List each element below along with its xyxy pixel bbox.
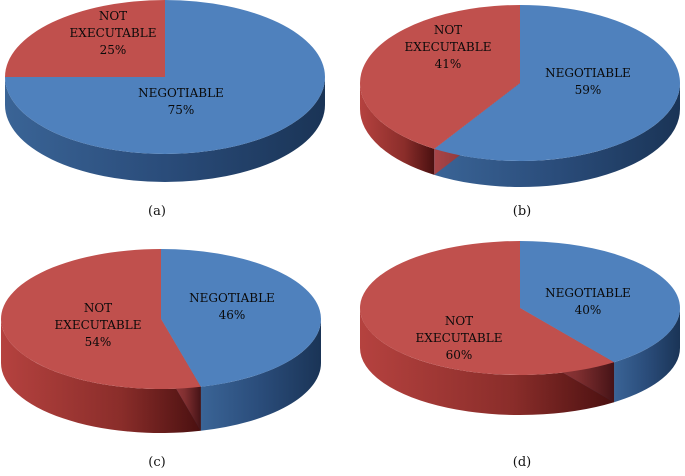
pie-side-negotiable bbox=[5, 77, 325, 182]
pie-side-not-executable bbox=[1, 319, 201, 433]
slice-label-line: NEGOTIABLE bbox=[189, 291, 275, 305]
slice-label-line: EXECUTABLE bbox=[55, 318, 142, 332]
pie-side-negotiable bbox=[434, 83, 680, 187]
slice-label-not-executable: NOT EXECUTABLE 54% bbox=[55, 301, 142, 349]
pie-side-negotiable bbox=[200, 319, 321, 431]
pie-chart-d: NEGOTIABLE 40% NOT EXECUTABLE 60% (d) bbox=[360, 241, 681, 470]
slice-label-negotiable: NEGOTIABLE 59% bbox=[545, 66, 631, 97]
slice-label-negotiable: NEGOTIABLE 75% bbox=[138, 86, 224, 117]
pie-side-negotiable bbox=[614, 308, 680, 403]
slice-label-line: EXECUTABLE bbox=[70, 26, 157, 40]
slice-label-line: 60% bbox=[446, 348, 473, 362]
slice-label-not-executable: NOT EXECUTABLE 41% bbox=[405, 23, 492, 71]
pie-chart-a: NEGOTIABLE 75% NOT EXECUTABLE 25% (a) bbox=[5, 0, 325, 219]
pie-slice-negotiable bbox=[161, 249, 321, 387]
slice-label-line: 40% bbox=[575, 303, 602, 317]
slice-label-not-executable: NOT EXECUTABLE 25% bbox=[70, 9, 157, 57]
pie-chart-c: NEGOTIABLE 46% NOT EXECUTABLE 54% (c) bbox=[0, 249, 321, 470]
slice-label-line: NEGOTIABLE bbox=[545, 286, 631, 300]
slice-label-line: NOT bbox=[84, 301, 112, 315]
pie-slice-not-executable bbox=[5, 0, 165, 77]
slice-label-line: NEGOTIABLE bbox=[138, 86, 224, 100]
subfigure-caption: (b) bbox=[513, 204, 531, 219]
slice-label-line: NOT bbox=[445, 314, 473, 328]
pie-slice-not-executable bbox=[360, 241, 615, 375]
pie-side-not-executable bbox=[360, 83, 435, 175]
subfigure-caption: (c) bbox=[148, 455, 165, 470]
pie-slice-not-executable bbox=[360, 5, 520, 149]
slice-label-negotiable: NEGOTIABLE 46% bbox=[189, 291, 275, 322]
pie-slice-negotiable bbox=[434, 5, 680, 161]
slice-label-negotiable: NEGOTIABLE 40% bbox=[545, 286, 631, 317]
slice-label-line: NEGOTIABLE bbox=[545, 66, 631, 80]
slice-label-line: EXECUTABLE bbox=[416, 331, 503, 345]
slice-label-line: EXECUTABLE bbox=[405, 40, 492, 54]
pie-side-not-executable bbox=[360, 308, 615, 415]
subfigure-caption: (a) bbox=[148, 204, 166, 219]
pie-slice-negotiable bbox=[520, 241, 681, 363]
slice-label-line: 41% bbox=[435, 57, 462, 71]
slice-label-line: 75% bbox=[168, 103, 195, 117]
slice-label-line: 46% bbox=[219, 308, 246, 322]
slice-label-line: 25% bbox=[100, 43, 127, 57]
slice-label-line: 59% bbox=[575, 83, 602, 97]
slice-label-line: NOT bbox=[434, 23, 462, 37]
slice-label-not-executable: NOT EXECUTABLE 60% bbox=[416, 314, 503, 362]
slice-label-line: 54% bbox=[85, 335, 112, 349]
pie-slice-not-executable bbox=[0, 249, 201, 390]
pie-chart-b: NEGOTIABLE 59% NOT EXECUTABLE 41% (b) bbox=[360, 5, 680, 219]
subfigure-caption: (d) bbox=[513, 455, 531, 470]
slice-label-line: NOT bbox=[99, 9, 127, 23]
